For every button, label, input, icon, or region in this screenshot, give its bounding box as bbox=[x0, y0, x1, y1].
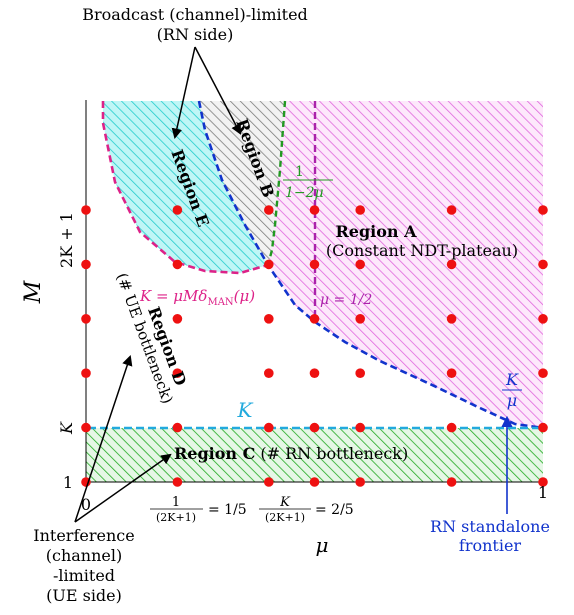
grid-point bbox=[538, 205, 548, 215]
grid-point bbox=[81, 422, 91, 433]
grid-point bbox=[172, 368, 183, 379]
interference-line-4: (UE side) bbox=[46, 586, 122, 605]
broadcast-label-line1: Broadcast (channel)-limited bbox=[82, 5, 308, 24]
y-tick-k: K bbox=[57, 421, 76, 435]
grid-point bbox=[446, 368, 457, 379]
region-c-label: Region C (# RN bottleneck) bbox=[174, 444, 408, 463]
grid-point bbox=[264, 477, 274, 487]
interference-line-1: Interference bbox=[33, 526, 134, 545]
interference-line-2: (channel) bbox=[46, 546, 122, 565]
y-tick-2k1: 2K + 1 bbox=[57, 212, 76, 268]
man-curve-label: K = μMδMAN(μ) bbox=[139, 287, 255, 308]
grid-point bbox=[355, 368, 366, 379]
grid-point bbox=[355, 314, 366, 324]
rn-frontier-line-1: RN standalone bbox=[430, 517, 550, 536]
k-line-label: K bbox=[237, 398, 254, 422]
x-tick-b-den: (2K+1) bbox=[265, 511, 305, 524]
grid-point bbox=[172, 477, 183, 487]
grid-point bbox=[81, 259, 91, 270]
region-e-fill bbox=[103, 101, 268, 273]
broadcast-label-line2: (RN side) bbox=[157, 25, 234, 44]
grid-point bbox=[172, 422, 183, 433]
green-frac-den: 1−2μ bbox=[285, 185, 324, 201]
grid-point bbox=[446, 314, 457, 324]
region-a-subtitle: (Constant NDT-plateau) bbox=[326, 241, 518, 260]
grid-point bbox=[309, 477, 320, 487]
x-tick-b-num: K bbox=[279, 495, 291, 510]
interference-arrow-2 bbox=[74, 453, 172, 523]
grid-point bbox=[309, 422, 320, 433]
man-curve-label-sub: MAN bbox=[207, 297, 233, 308]
grid-point bbox=[172, 205, 183, 215]
x-tick-a-num: 1 bbox=[172, 495, 180, 510]
grid-point bbox=[309, 205, 320, 215]
grid-point bbox=[309, 314, 320, 324]
interference-arrow-1 bbox=[74, 355, 133, 523]
broadcast-arrow-right bbox=[194, 46, 241, 135]
grid-point bbox=[355, 477, 366, 487]
grid-point bbox=[446, 422, 457, 433]
man-curve-label-main: K = μMδ bbox=[139, 287, 207, 305]
grid-point bbox=[264, 368, 274, 379]
x-tick-a-den: (2K+1) bbox=[156, 511, 196, 524]
x-tick-1: 1 bbox=[538, 483, 548, 502]
man-curve-label-tail: (μ) bbox=[234, 287, 256, 305]
grid-point bbox=[172, 314, 183, 324]
broadcast-arrow-left bbox=[171, 46, 196, 140]
grid-point bbox=[264, 205, 274, 215]
x-tick-a-eq: = 1/5 bbox=[208, 502, 247, 518]
green-boundary-curve bbox=[266, 100, 287, 266]
x-axis-label: μ bbox=[316, 533, 329, 557]
grid-point bbox=[355, 259, 366, 270]
grid-point bbox=[538, 422, 548, 433]
grid-point bbox=[355, 205, 366, 215]
k-over-mu-num: K bbox=[505, 370, 519, 389]
grid-point bbox=[446, 259, 457, 270]
grid-point bbox=[81, 314, 91, 324]
interference-line-3: -limited bbox=[53, 566, 115, 585]
grid-point bbox=[172, 259, 183, 270]
mu-half-label: μ = 1/2 bbox=[320, 292, 372, 308]
rn-frontier-line-2: frontier bbox=[459, 536, 522, 555]
y-axis-label: M bbox=[21, 280, 46, 304]
grid-point bbox=[81, 205, 91, 215]
region-a-title: Region A bbox=[335, 222, 417, 241]
grid-point bbox=[264, 314, 274, 324]
grid-point bbox=[264, 422, 274, 433]
grid-point bbox=[538, 259, 548, 270]
k-over-mu-den: μ bbox=[507, 391, 517, 410]
grid-point bbox=[446, 205, 457, 215]
x-tick-0: 0 bbox=[81, 495, 91, 514]
grid-point bbox=[309, 368, 320, 379]
grid-point bbox=[264, 259, 274, 270]
grid-point bbox=[538, 368, 548, 379]
grid-point bbox=[538, 477, 548, 487]
man-curve bbox=[101, 101, 269, 275]
grid-point bbox=[538, 314, 548, 324]
grid-points bbox=[81, 205, 548, 487]
region-a-fill bbox=[268, 101, 543, 428]
y-tick-1: 1 bbox=[63, 473, 73, 492]
grid-point bbox=[355, 422, 366, 433]
grid-point bbox=[81, 368, 91, 379]
region-b-fill bbox=[199, 101, 285, 265]
green-frac-num: 1 bbox=[295, 164, 304, 180]
region-c-subtitle: (# RN bottleneck) bbox=[260, 444, 408, 463]
grid-point bbox=[309, 259, 320, 270]
region-c-title: Region C bbox=[174, 444, 255, 463]
grid-point bbox=[446, 477, 457, 487]
region-c-fill bbox=[86, 428, 543, 482]
x-tick-b-eq: = 2/5 bbox=[315, 502, 354, 518]
